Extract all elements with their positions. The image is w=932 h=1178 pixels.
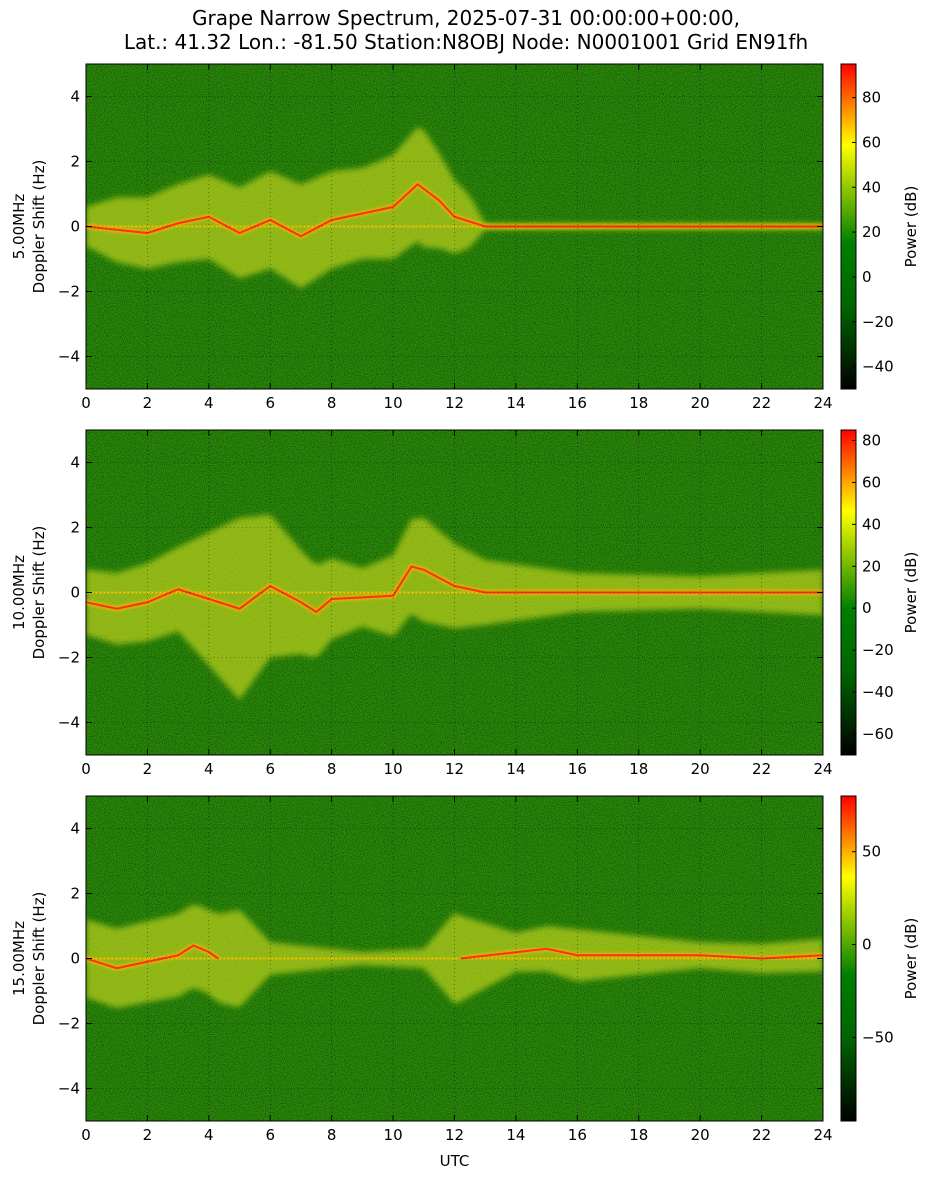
colorbar-tick-label: 0 — [862, 599, 872, 617]
colorbar-tick-label: −20 — [862, 641, 894, 659]
x-tick-label: 10 — [384, 394, 403, 412]
x-tick-label: 4 — [204, 760, 214, 778]
colorbar — [840, 429, 857, 756]
colorbar — [840, 795, 857, 1122]
y-tick-label: 2 — [70, 885, 80, 903]
doppler-trace — [86, 565, 823, 614]
x-tick-label: 24 — [813, 394, 832, 412]
x-tick-label: 8 — [327, 394, 337, 412]
x-tick-label: 22 — [752, 394, 771, 412]
y-tick-label: −2 — [58, 1015, 80, 1033]
y-tick-label: 4 — [70, 820, 80, 838]
x-tick-label: 18 — [629, 1126, 648, 1144]
y-tick-label: −2 — [58, 649, 80, 667]
x-tick-label: 14 — [506, 760, 525, 778]
colorbar-tick-label: 50 — [862, 843, 881, 861]
x-tick-label: 4 — [204, 394, 214, 412]
colorbar-label: Power (dB) — [902, 552, 920, 634]
x-tick-label: 14 — [506, 394, 525, 412]
y-tick-label: 4 — [70, 454, 80, 472]
x-tick-label: 8 — [327, 760, 337, 778]
y-tick-label: 4 — [70, 88, 80, 106]
x-tick-label: 20 — [691, 1126, 710, 1144]
x-tick-label: 0 — [81, 1126, 91, 1144]
colorbar — [840, 63, 857, 390]
x-axis-label: UTC — [440, 1152, 470, 1170]
x-tick-label: 24 — [813, 760, 832, 778]
y-axis-label: Doppler Shift (Hz) — [30, 892, 48, 1026]
x-tick-label: 14 — [506, 1126, 525, 1144]
x-tick-label: 18 — [629, 760, 648, 778]
heatmap-area — [86, 64, 823, 389]
x-tick-label: 18 — [629, 394, 648, 412]
doppler-trace — [86, 182, 823, 238]
colorbar-tick-label: 0 — [862, 268, 872, 286]
colorbar-tick-label: −40 — [862, 358, 894, 376]
colorbar-tick-label: 80 — [862, 431, 881, 449]
colorbar-tick-label: −50 — [862, 1028, 894, 1046]
y-tick-label: 0 — [70, 950, 80, 968]
x-tick-label: 16 — [568, 394, 587, 412]
x-tick-label: 6 — [265, 1126, 275, 1144]
colorbar-tick-label: 40 — [862, 178, 881, 196]
x-tick-label: 24 — [813, 1126, 832, 1144]
x-tick-label: 8 — [327, 1126, 337, 1144]
chart-title-line-1: Grape Narrow Spectrum, 2025-07-31 00:00:… — [192, 6, 740, 30]
colorbar-tick-label: −20 — [862, 313, 894, 331]
x-tick-label: 22 — [752, 1126, 771, 1144]
x-tick-label: 2 — [143, 1126, 153, 1144]
y-tick-label: −4 — [58, 348, 80, 366]
x-tick-label: 2 — [143, 760, 153, 778]
x-tick-label: 12 — [445, 1126, 464, 1144]
y-tick-label: 0 — [70, 218, 80, 236]
x-tick-label: 16 — [568, 1126, 587, 1144]
colorbar-tick-label: −60 — [862, 725, 894, 743]
x-tick-label: 2 — [143, 394, 153, 412]
x-tick-label: 20 — [691, 394, 710, 412]
colorbar-label: Power (dB) — [902, 186, 920, 268]
colorbar-tick-label: 40 — [862, 515, 881, 533]
x-tick-label: 4 — [204, 1126, 214, 1144]
chart-title-line-2: Lat.: 41.32 Lon.: -81.50 Station:N8OBJ N… — [123, 30, 809, 54]
x-tick-label: 6 — [265, 760, 275, 778]
x-tick-label: 12 — [445, 760, 464, 778]
y-axis-label: Doppler Shift (Hz) — [30, 160, 48, 294]
signal-band — [86, 127, 823, 289]
x-tick-label: 10 — [384, 760, 403, 778]
heatmap-area — [86, 430, 823, 755]
y-tick-label: 2 — [70, 519, 80, 537]
colorbar-label: Power (dB) — [902, 918, 920, 1000]
band-label: 10.00MHz — [10, 555, 28, 630]
band-label: 15.00MHz — [10, 921, 28, 996]
y-tick-label: −4 — [58, 714, 80, 732]
heatmap-area — [86, 796, 823, 1121]
x-tick-label: 0 — [81, 760, 91, 778]
band-label: 5.00MHz — [10, 194, 28, 260]
x-tick-label: 16 — [568, 760, 587, 778]
colorbar-tick-label: 0 — [862, 936, 872, 954]
x-tick-label: 10 — [384, 1126, 403, 1144]
colorbar-tick-label: −40 — [862, 683, 894, 701]
y-tick-label: −4 — [58, 1080, 80, 1098]
x-tick-label: 22 — [752, 760, 771, 778]
colorbar-tick-label: 80 — [862, 89, 881, 107]
x-tick-label: 20 — [691, 760, 710, 778]
y-tick-label: 0 — [70, 584, 80, 602]
x-tick-label: 6 — [265, 394, 275, 412]
x-tick-label: 0 — [81, 394, 91, 412]
colorbar-tick-label: 20 — [862, 557, 881, 575]
y-tick-label: −2 — [58, 283, 80, 301]
colorbar-tick-label: 20 — [862, 223, 881, 241]
colorbar-tick-label: 60 — [862, 133, 881, 151]
y-tick-label: 2 — [70, 153, 80, 171]
colorbar-tick-label: 60 — [862, 473, 881, 491]
y-axis-label: Doppler Shift (Hz) — [30, 526, 48, 660]
signal-band — [86, 514, 823, 700]
x-tick-label: 12 — [445, 394, 464, 412]
doppler-trace-2 — [460, 947, 823, 960]
